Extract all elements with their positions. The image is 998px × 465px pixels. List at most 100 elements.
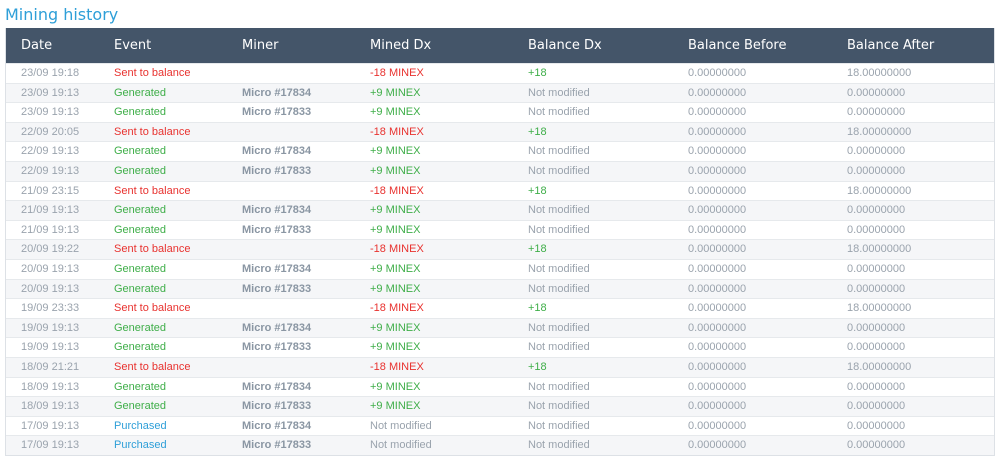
table-body: 23/09 19:18 Sent to balance -18 MINEX +18 0.… xyxy=(6,63,994,455)
cell-event: Sent to balance xyxy=(114,243,191,256)
cell-balance-before: 0.00000000 xyxy=(688,106,747,119)
cell-date: 20/09 19:13 xyxy=(21,262,80,275)
cell-date: 22/09 19:13 xyxy=(21,145,80,158)
cell-mined-dx: +9 MINEX xyxy=(370,164,421,177)
cell-mined-dx: -18 MINEX xyxy=(370,67,424,79)
column-header-miner[interactable]: Miner xyxy=(242,38,279,53)
cell-balance-after: 0.00000000 xyxy=(847,321,906,334)
table-row: 18/09 21:21 Sent to balance -18 MINEX +18 0.… xyxy=(6,356,994,377)
cell-date: 18/09 21:21 xyxy=(21,360,80,373)
cell-miner: Micro #17834 xyxy=(242,380,312,393)
cell-date: 21/09 19:13 xyxy=(21,204,80,217)
cell-balance-after: 18.00000000 xyxy=(847,125,912,138)
cell-mined-dx: -18 MINEX xyxy=(370,302,424,315)
table-row: 20/09 19:13 Generated Micro #17833 +9 MINEX… xyxy=(6,278,994,299)
table-row: 22/09 19:13 Generated Micro #17833 +9 MINEX… xyxy=(6,160,994,181)
cell-mined-dx: -18 MINEX xyxy=(370,125,424,138)
cell-date: 21/09 19:13 xyxy=(21,223,80,236)
cell-balance-dx: +18 xyxy=(528,184,547,197)
cell-balance-dx: Not modified xyxy=(528,419,590,432)
cell-date: 18/09 19:13 xyxy=(21,380,80,393)
table-row: 23/09 19:18 Sent to balance -18 MINEX +18 0.… xyxy=(6,63,994,83)
cell-balance-after: 18.00000000 xyxy=(847,360,912,373)
cell-date: 19/09 19:13 xyxy=(21,341,80,354)
cell-balance-after: 18.00000000 xyxy=(847,302,912,315)
column-header-balance-after[interactable]: Balance After xyxy=(847,38,935,53)
cell-balance-dx: Not modified xyxy=(528,380,590,393)
table-row: 21/09 23:15 Sent to balance -18 MINEX +18 0.… xyxy=(6,180,994,201)
cell-date: 21/09 23:15 xyxy=(21,184,80,197)
page-title: Mining history xyxy=(5,5,119,24)
cell-balance-dx: +18 xyxy=(528,302,547,315)
cell-balance-dx: Not modified xyxy=(528,204,590,217)
cell-date: 19/09 19:13 xyxy=(21,321,80,334)
cell-event: Generated xyxy=(114,400,166,413)
column-header-mined-dx[interactable]: Mined Dx xyxy=(370,38,432,53)
cell-mined-dx: +9 MINEX xyxy=(370,400,421,413)
cell-mined-dx: -18 MINEX xyxy=(370,360,424,373)
cell-event: Sent to balance xyxy=(114,125,191,138)
cell-balance-before: 0.00000000 xyxy=(688,321,747,334)
cell-balance-after: 18.00000000 xyxy=(847,67,912,79)
cell-miner: Micro #17833 xyxy=(242,439,312,452)
cell-mined-dx: -18 MINEX xyxy=(370,243,424,256)
column-header-event[interactable]: Event xyxy=(114,38,152,53)
cell-date: 22/09 20:05 xyxy=(21,125,80,138)
table-row: 20/09 19:22 Sent to balance -18 MINEX +18 0.… xyxy=(6,239,994,259)
cell-miner: Micro #17834 xyxy=(242,86,312,99)
cell-balance-dx: Not modified xyxy=(528,86,590,99)
cell-balance-before: 0.00000000 xyxy=(688,223,747,236)
cell-balance-after: 0.00000000 xyxy=(847,164,906,177)
cell-balance-after: 0.00000000 xyxy=(847,262,906,275)
cell-event: Sent to balance xyxy=(114,302,191,315)
table-row: 21/09 19:13 Generated Micro #17833 +9 MINEX… xyxy=(6,219,994,240)
cell-balance-before: 0.00000000 xyxy=(688,400,747,413)
cell-event: Purchased xyxy=(114,419,167,432)
cell-date: 23/09 19:13 xyxy=(21,86,80,99)
cell-date: 23/09 19:13 xyxy=(21,106,80,119)
cell-balance-after: 0.00000000 xyxy=(847,204,906,217)
cell-miner: Micro #17833 xyxy=(242,164,312,177)
cell-mined-dx: +9 MINEX xyxy=(370,262,421,275)
cell-balance-dx: Not modified xyxy=(528,106,590,119)
cell-balance-dx: +18 xyxy=(528,125,547,138)
cell-balance-before: 0.00000000 xyxy=(688,145,747,158)
cell-balance-after: 18.00000000 xyxy=(847,184,912,197)
cell-balance-after: 0.00000000 xyxy=(847,439,906,452)
cell-event: Generated xyxy=(114,262,166,275)
cell-balance-dx: Not modified xyxy=(528,341,590,354)
column-header-date[interactable]: Date xyxy=(21,38,53,53)
cell-date: 17/09 19:13 xyxy=(21,439,80,452)
cell-date: 20/09 19:13 xyxy=(21,282,80,295)
cell-miner: Micro #17833 xyxy=(242,341,312,354)
cell-miner: Micro #17833 xyxy=(242,282,312,295)
cell-balance-dx: Not modified xyxy=(528,400,590,413)
cell-date: 19/09 23:33 xyxy=(21,302,80,315)
cell-balance-before: 0.00000000 xyxy=(688,67,747,79)
cell-balance-dx: Not modified xyxy=(528,282,590,295)
cell-miner: Micro #17834 xyxy=(242,204,312,217)
cell-event: Generated xyxy=(114,282,166,295)
cell-balance-after: 0.00000000 xyxy=(847,400,906,413)
cell-balance-dx: +18 xyxy=(528,360,547,373)
cell-balance-after: 0.00000000 xyxy=(847,145,906,158)
cell-balance-dx: +18 xyxy=(528,243,547,256)
cell-balance-before: 0.00000000 xyxy=(688,360,747,373)
cell-balance-before: 0.00000000 xyxy=(688,439,747,452)
table-row: 18/09 19:13 Generated Micro #17834 +9 MINEX… xyxy=(6,376,994,397)
cell-event: Generated xyxy=(114,106,166,119)
cell-balance-dx: +18 xyxy=(528,67,547,79)
cell-mined-dx: Not modified xyxy=(370,419,432,432)
column-header-balance-before[interactable]: Balance Before xyxy=(688,38,787,53)
cell-date: 22/09 19:13 xyxy=(21,164,80,177)
cell-mined-dx: -18 MINEX xyxy=(370,184,424,197)
cell-balance-before: 0.00000000 xyxy=(688,164,747,177)
cell-balance-dx: Not modified xyxy=(528,262,590,275)
cell-event: Generated xyxy=(114,164,166,177)
cell-balance-before: 0.00000000 xyxy=(688,380,747,393)
column-header-balance-dx[interactable]: Balance Dx xyxy=(528,38,602,53)
cell-event: Generated xyxy=(114,321,166,334)
cell-balance-before: 0.00000000 xyxy=(688,243,747,256)
cell-balance-before: 0.00000000 xyxy=(688,125,747,138)
